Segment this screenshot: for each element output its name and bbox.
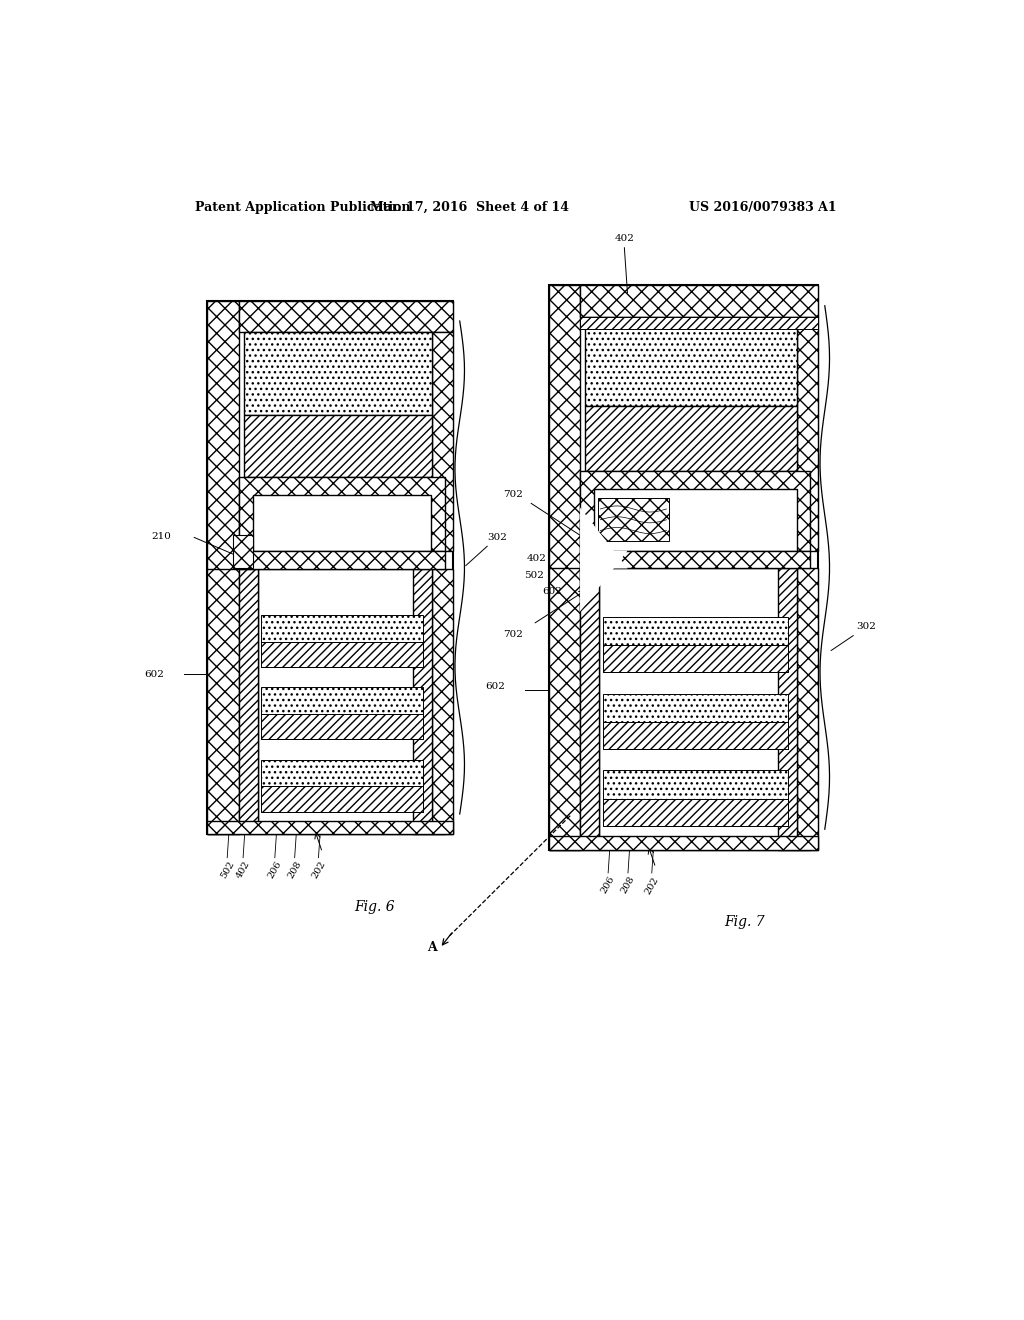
Bar bbox=[580, 550, 811, 569]
Bar bbox=[549, 836, 818, 850]
Bar bbox=[239, 301, 454, 333]
Bar bbox=[239, 569, 258, 834]
Bar bbox=[232, 535, 254, 569]
Text: Fig. 6: Fig. 6 bbox=[354, 899, 394, 913]
Text: 602: 602 bbox=[143, 669, 164, 678]
Text: 204: 204 bbox=[628, 325, 647, 334]
Text: Mar. 17, 2016  Sheet 4 of 14: Mar. 17, 2016 Sheet 4 of 14 bbox=[370, 201, 568, 214]
Bar bbox=[261, 760, 423, 787]
Text: 402: 402 bbox=[526, 554, 547, 564]
Bar bbox=[258, 569, 445, 834]
Bar bbox=[603, 693, 787, 722]
Text: 602: 602 bbox=[485, 682, 505, 690]
Bar bbox=[207, 569, 239, 834]
Text: 208: 208 bbox=[620, 875, 637, 895]
Bar bbox=[207, 301, 239, 834]
Text: 302: 302 bbox=[466, 532, 507, 566]
Bar bbox=[580, 317, 818, 329]
Text: 206: 206 bbox=[600, 875, 616, 895]
Bar bbox=[549, 569, 580, 850]
Text: 206: 206 bbox=[266, 859, 284, 880]
Bar bbox=[586, 317, 798, 405]
Text: US 2016/0079383 A1: US 2016/0079383 A1 bbox=[689, 201, 837, 214]
Bar bbox=[207, 301, 454, 834]
Bar bbox=[207, 821, 454, 834]
Bar bbox=[778, 569, 798, 850]
Text: 702: 702 bbox=[503, 630, 523, 639]
Bar bbox=[432, 569, 454, 834]
Bar bbox=[599, 569, 811, 850]
Bar bbox=[580, 569, 599, 850]
Bar bbox=[261, 714, 423, 739]
Polygon shape bbox=[580, 545, 600, 569]
Bar bbox=[261, 642, 423, 667]
Bar bbox=[239, 552, 445, 569]
Bar bbox=[261, 615, 423, 642]
Bar bbox=[432, 333, 454, 552]
Text: 502: 502 bbox=[524, 572, 545, 581]
Bar bbox=[580, 471, 811, 550]
Text: 204: 204 bbox=[287, 338, 306, 347]
Bar bbox=[603, 771, 787, 799]
Bar bbox=[253, 495, 431, 552]
Bar bbox=[586, 405, 798, 471]
Bar bbox=[603, 799, 787, 825]
Polygon shape bbox=[580, 550, 628, 611]
Bar bbox=[414, 569, 432, 834]
Bar bbox=[549, 285, 580, 850]
Bar bbox=[261, 787, 423, 812]
Bar bbox=[798, 569, 818, 850]
Text: A: A bbox=[427, 941, 437, 954]
Text: 402: 402 bbox=[614, 234, 634, 243]
Text: 210: 210 bbox=[152, 532, 172, 541]
Text: 602: 602 bbox=[543, 586, 562, 595]
Text: 402: 402 bbox=[234, 859, 252, 880]
Bar bbox=[603, 722, 787, 748]
Bar bbox=[244, 416, 432, 477]
Text: 702: 702 bbox=[503, 490, 523, 499]
Bar bbox=[603, 645, 787, 672]
Bar bbox=[798, 317, 818, 550]
Bar bbox=[598, 498, 669, 541]
Bar bbox=[603, 616, 787, 645]
Bar bbox=[239, 477, 445, 552]
Text: Patent Application Publication: Patent Application Publication bbox=[196, 201, 411, 214]
Text: 208: 208 bbox=[286, 859, 303, 880]
Text: Fig. 7: Fig. 7 bbox=[724, 915, 765, 929]
Bar bbox=[244, 333, 432, 416]
Bar bbox=[580, 285, 818, 317]
Text: 302: 302 bbox=[831, 622, 877, 651]
Text: 502: 502 bbox=[219, 859, 236, 880]
Text: 202: 202 bbox=[310, 859, 327, 880]
Bar bbox=[261, 688, 423, 714]
Polygon shape bbox=[580, 507, 628, 569]
Bar bbox=[594, 488, 797, 550]
Text: 202: 202 bbox=[643, 875, 660, 895]
Bar bbox=[549, 285, 818, 850]
